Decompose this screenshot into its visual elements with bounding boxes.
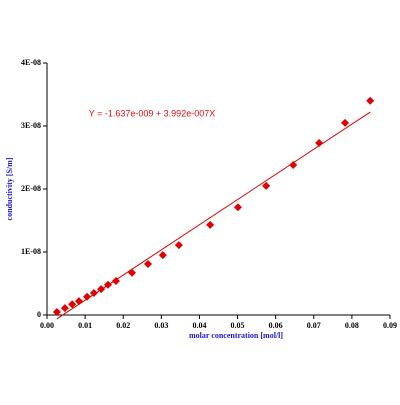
data-point [60,304,69,313]
y-axis-title: conductivity [S/m] [5,157,14,220]
x-tick-label: 0.03 [154,321,168,330]
data-point [127,268,136,277]
data-point [233,203,242,212]
data-point [315,139,324,148]
data-point [289,161,298,170]
fit-equation: Y = -1.637e-009 + 3.992e-007X [89,108,215,118]
data-point [89,288,98,297]
data-point [68,300,77,309]
data-point [75,297,84,306]
x-axis-title: molar concentration [mol/l] [189,331,283,340]
y-tick-label: 0 [37,310,41,319]
y-tick-label: 2E-08 [21,184,41,193]
data-point [52,307,61,316]
data-point [341,118,350,127]
x-tick-label: 0.06 [269,321,283,330]
x-tick-label: 0.00 [40,321,54,330]
data-point [111,276,120,285]
data-point [97,285,106,294]
data-point [262,181,271,190]
data-point [158,251,167,260]
x-tick-label: 0.05 [231,321,245,330]
x-tick-label: 0.08 [345,321,359,330]
y-tick-label: 3E-08 [21,121,41,130]
data-point [366,96,375,105]
x-tick-label: 0.01 [78,321,92,330]
x-tick-label: 0.07 [307,321,321,330]
y-tick-label: 4E-08 [21,58,41,67]
data-point [103,280,112,289]
data-point [83,292,92,301]
fit-line [56,111,371,320]
data-point [143,259,152,268]
x-tick-label: 0.09 [383,321,397,330]
x-tick-label: 0.04 [192,321,206,330]
data-point [206,220,215,229]
y-tick-label: 1E-08 [21,247,41,256]
x-tick-label: 0.02 [116,321,130,330]
data-point [174,241,183,250]
